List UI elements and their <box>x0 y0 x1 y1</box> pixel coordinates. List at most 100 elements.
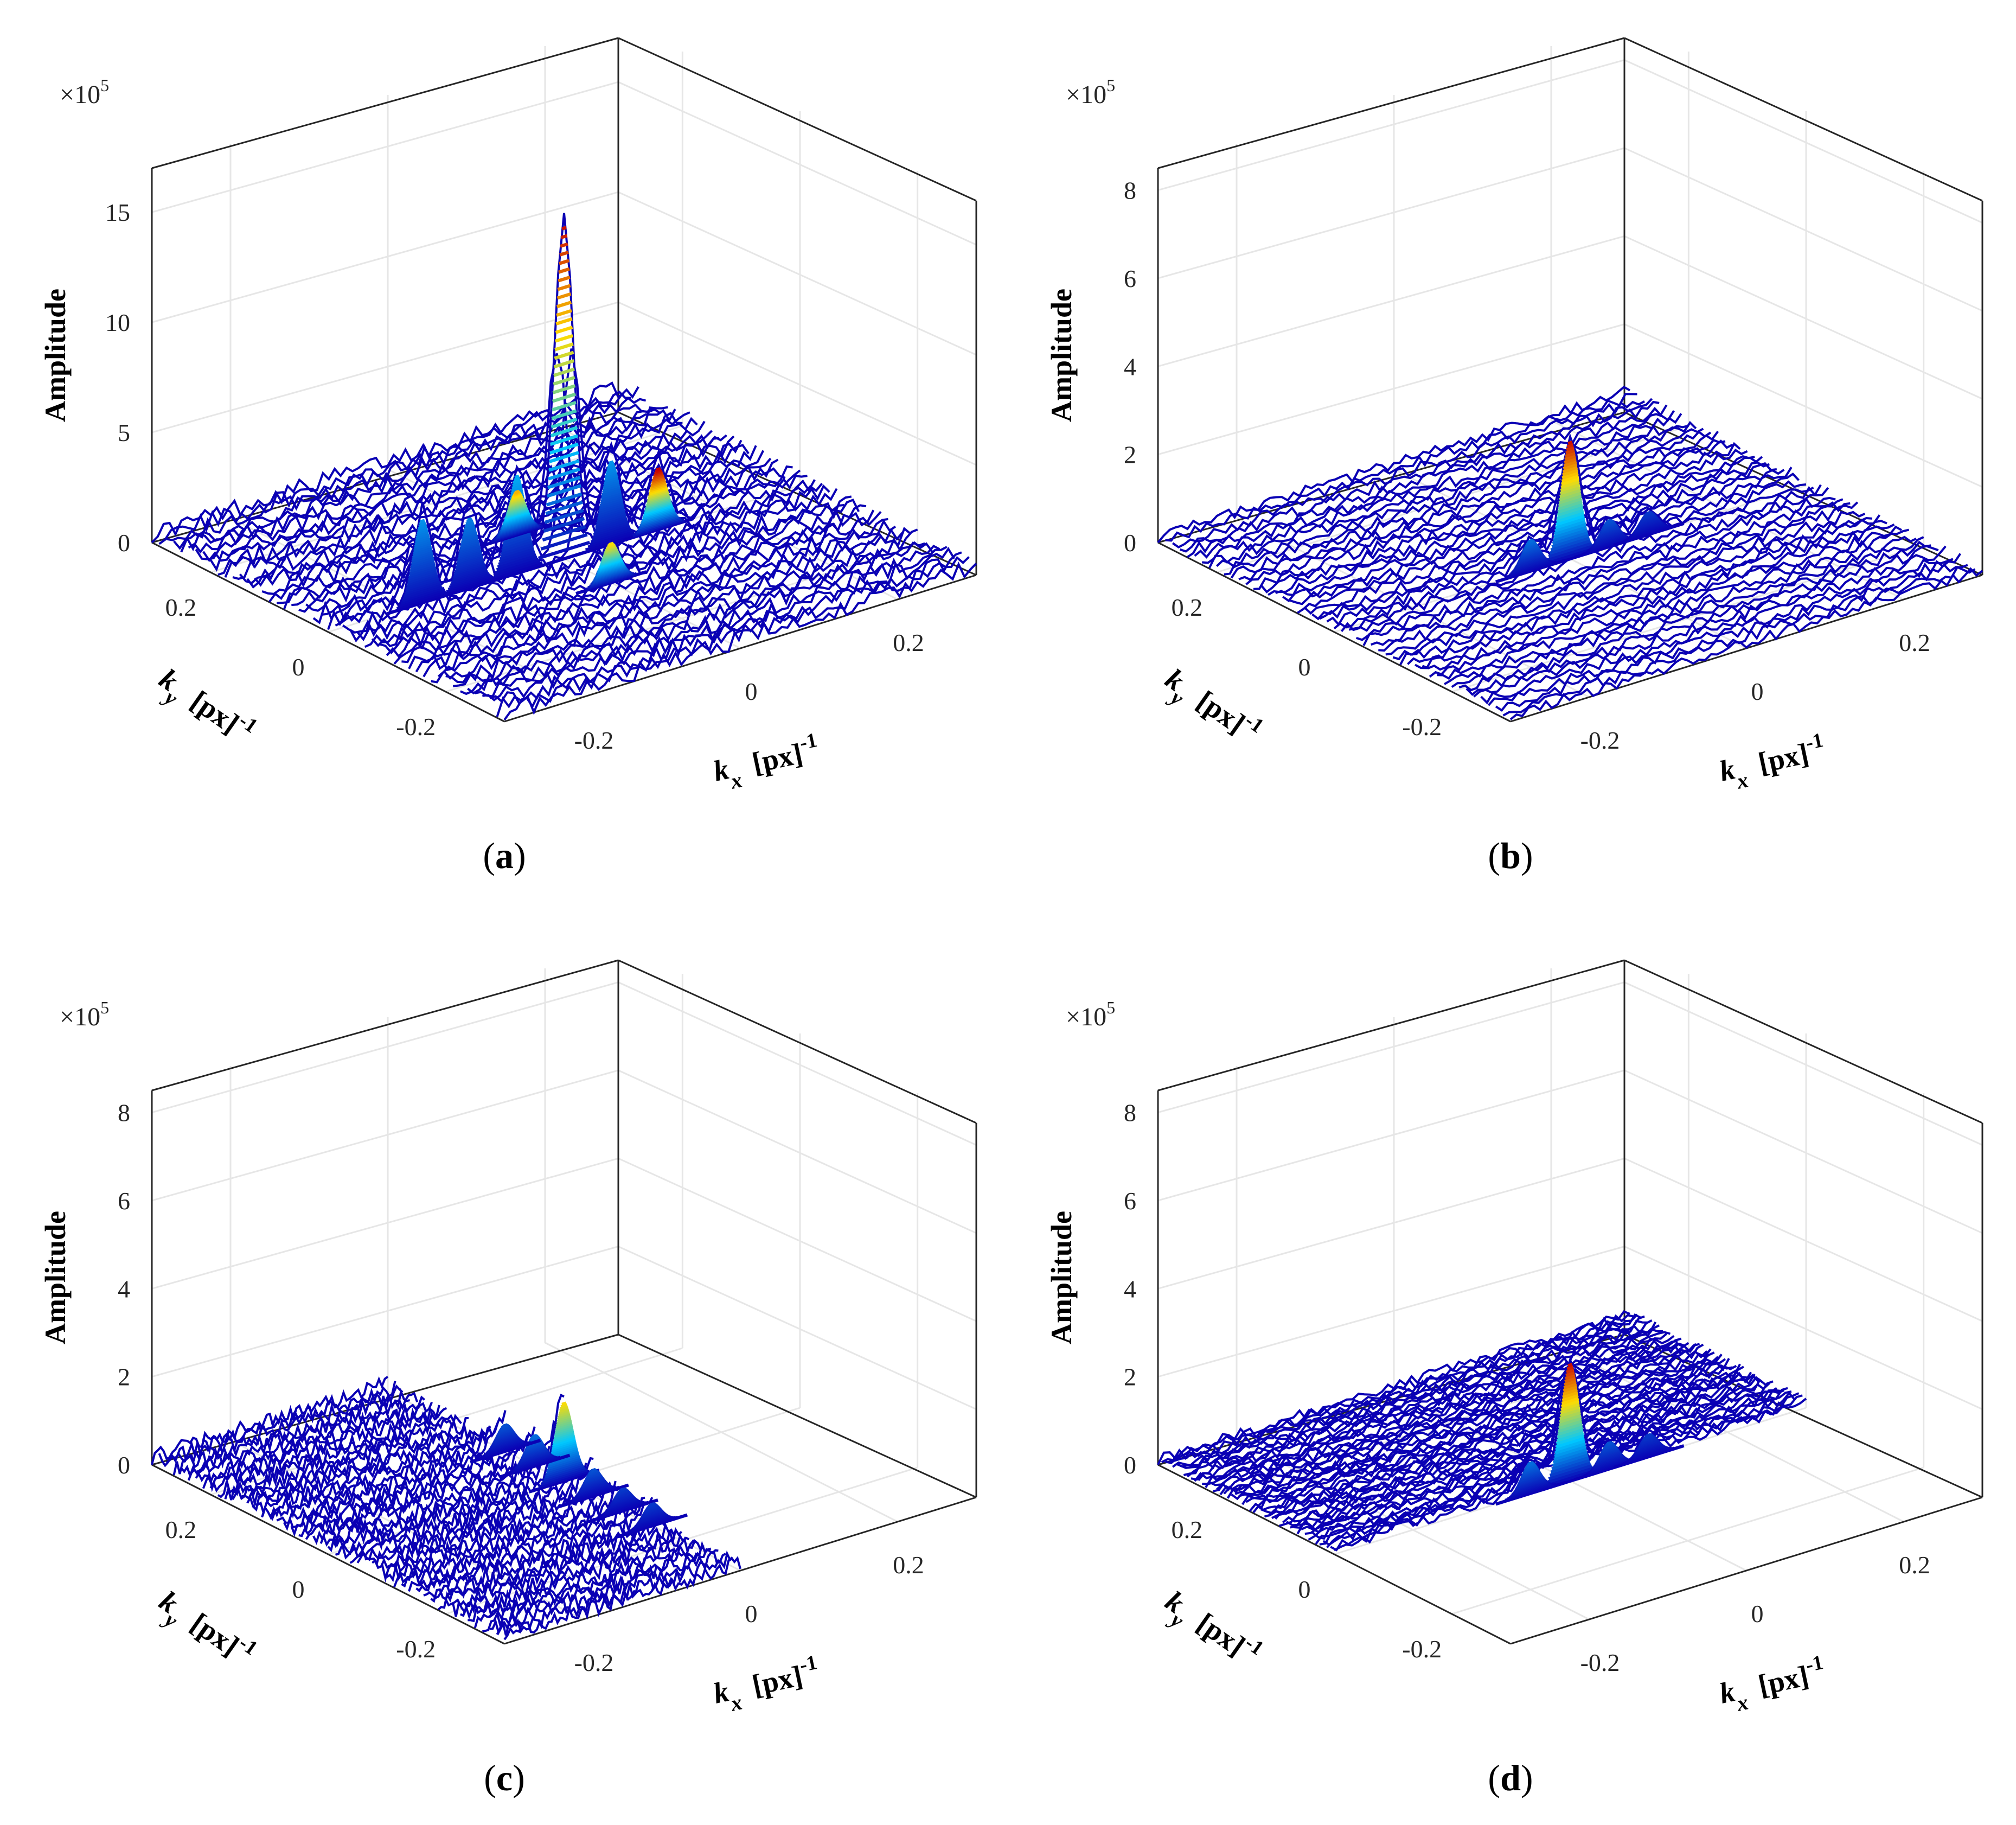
peak-slice <box>462 531 478 539</box>
peak-slice <box>590 528 632 544</box>
peak-slice <box>457 549 482 560</box>
peak-slice <box>502 535 532 547</box>
peak-slice <box>1559 486 1581 495</box>
peak-slice <box>552 401 577 412</box>
peak-slice <box>413 546 432 555</box>
axis-edge <box>1157 1464 1511 1645</box>
peak-slice <box>558 276 571 283</box>
surface-row <box>224 1413 462 1501</box>
peak-slice <box>406 575 439 589</box>
peak-slice <box>455 557 484 570</box>
x-tick-label: -0.2 <box>1580 1649 1620 1676</box>
surface-row <box>209 1407 447 1493</box>
peak-slice <box>1567 441 1573 445</box>
peak-slice <box>456 554 483 566</box>
z-multiplier: ×105 <box>60 75 109 109</box>
peak-slice <box>1560 480 1580 489</box>
peak-2 <box>470 1423 541 1464</box>
peak-slice <box>464 525 476 532</box>
peak-slice <box>589 529 633 546</box>
peak-slice <box>551 417 578 429</box>
x-tick-label: 0.2 <box>893 1551 924 1579</box>
peak-slice <box>1553 525 1587 539</box>
peak-slice <box>560 242 568 248</box>
peak-slice <box>454 562 485 575</box>
peak-slice <box>560 1405 568 1411</box>
z-tick-label: 2 <box>1124 1363 1136 1391</box>
peak-slice <box>1562 465 1578 474</box>
axis-edge <box>618 411 977 576</box>
surface-row <box>187 1395 425 1481</box>
peak-slice <box>514 489 520 494</box>
peak-slice <box>412 550 433 559</box>
peak-slice <box>414 536 431 544</box>
surface-row <box>1187 400 1660 558</box>
peak-slice <box>593 520 629 534</box>
peak-slice <box>466 519 473 524</box>
peak-slice <box>546 492 583 507</box>
peak-slice <box>409 564 436 575</box>
peak-slice <box>460 539 479 548</box>
peak-slice <box>1562 1390 1578 1399</box>
peak-slice <box>607 464 616 470</box>
y-tick-label: -0.2 <box>1402 713 1442 741</box>
surface-row <box>437 526 911 680</box>
peak-slice <box>1558 1419 1583 1430</box>
peak-slice <box>1557 1428 1584 1439</box>
peak-slice <box>559 1407 569 1413</box>
y-tick-label: 0 <box>292 1575 305 1603</box>
surface-row <box>1224 420 1697 576</box>
peak-slice <box>549 442 579 455</box>
peak-slice <box>409 561 436 573</box>
peak-slice <box>455 560 485 573</box>
peak-slice <box>556 1416 572 1424</box>
peak-slice <box>511 486 523 493</box>
peak-slice <box>555 317 573 326</box>
peak-slice <box>1552 1450 1588 1464</box>
surface-row <box>1223 1343 1697 1495</box>
peak-slice <box>546 1460 583 1475</box>
peak-slice <box>532 1434 537 1439</box>
axis-edge <box>504 574 977 723</box>
peak-slice <box>603 477 619 486</box>
peak-slice <box>1566 443 1574 449</box>
peak-slice <box>501 542 533 556</box>
surface-row <box>232 1417 469 1501</box>
peak-slice <box>605 471 618 478</box>
peak-slice <box>1556 1436 1585 1448</box>
surface-row <box>180 1392 419 1479</box>
surface-row <box>1378 501 1851 652</box>
surface-row <box>1319 467 1793 620</box>
surface-row <box>1509 567 1983 720</box>
peak-slice <box>420 519 425 524</box>
peak-slice <box>1553 1447 1587 1461</box>
peak-slice <box>545 500 583 515</box>
z-tick-label: 10 <box>105 309 130 336</box>
peak-slice <box>500 544 534 558</box>
peak-slice <box>401 586 444 603</box>
peak-slice <box>596 515 627 528</box>
surface-row <box>224 417 698 578</box>
panel-caption: (d) <box>1488 1757 1533 1798</box>
surface-row <box>209 411 683 572</box>
surface-row <box>195 406 668 560</box>
axes-background <box>1158 38 1982 575</box>
peak-slice <box>596 513 626 525</box>
peak-slice <box>656 467 661 472</box>
peak-slice <box>1546 544 1594 562</box>
axes-background <box>1158 960 1982 1497</box>
surface-row <box>356 484 830 641</box>
x-tick-label: 0 <box>1751 678 1764 705</box>
tick-labels: 0 2 4 6 8 -0.2 0 0.2 -0.2 0 0.2 <box>1124 177 1930 754</box>
peak-slice <box>540 533 588 551</box>
peak-slice <box>1567 1363 1573 1368</box>
axis-edge <box>1157 959 1625 1092</box>
peak-3 <box>387 519 458 615</box>
peak-slice <box>410 559 435 571</box>
peak-slice <box>1528 1461 1534 1466</box>
surface-row <box>298 1426 536 1537</box>
surface-row <box>1238 430 1712 582</box>
tick-labels: 0 2 4 6 8 -0.2 0 0.2 -0.2 0 0.2 <box>1124 1099 1930 1676</box>
peak-slice <box>499 546 535 561</box>
peak-slice <box>1565 449 1575 455</box>
